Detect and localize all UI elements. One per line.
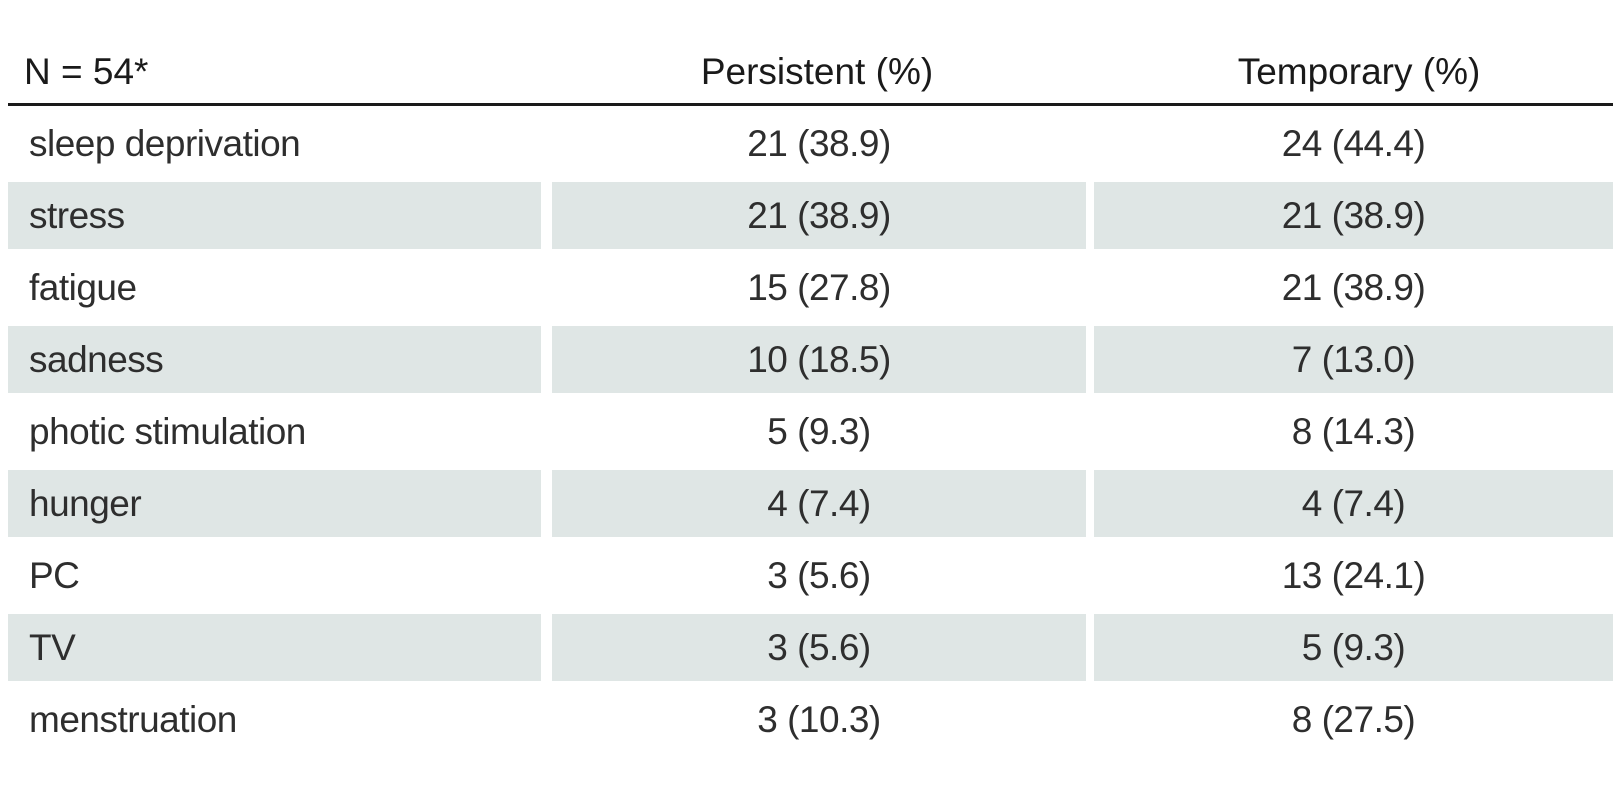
persistent-value: 21 (38.9) (552, 182, 1086, 249)
table-row: menstruation 3 (10.3) 8 (27.5) (8, 682, 1613, 754)
row-label: stress (8, 182, 541, 249)
row-label: sadness (8, 326, 541, 393)
persistent-value: 21 (38.9) (747, 123, 891, 164)
data-table: N = 54* Persistent (%) Temporary (%) sle… (8, 46, 1613, 754)
persistent-value: 3 (5.6) (767, 555, 871, 596)
table-row: TV 3 (5.6) 5 (9.3) (8, 610, 1613, 682)
header-persistent: Persistent (%) (700, 51, 934, 92)
row-label: PC (29, 555, 80, 596)
row-label: fatigue (29, 267, 137, 308)
temporary-value: 5 (9.3) (1094, 614, 1613, 681)
temporary-value: 7 (13.0) (1094, 326, 1613, 393)
temporary-value: 8 (27.5) (1291, 699, 1416, 740)
table-body: sleep deprivation 21 (38.9) 24 (44.4) st… (8, 106, 1613, 754)
persistent-value: 10 (18.5) (552, 326, 1086, 393)
table-row: fatigue 15 (27.8) 21 (38.9) (8, 250, 1613, 322)
persistent-value: 4 (7.4) (552, 470, 1086, 537)
row-label: hunger (8, 470, 541, 537)
temporary-value: 8 (14.3) (1291, 411, 1416, 452)
header-temporary: Temporary (%) (1237, 51, 1481, 92)
table-row: sleep deprivation 21 (38.9) 24 (44.4) (8, 106, 1613, 178)
table-row: PC 3 (5.6) 13 (24.1) (8, 538, 1613, 610)
persistent-value: 5 (9.3) (767, 411, 871, 452)
persistent-value: 15 (27.8) (747, 267, 891, 308)
table-header: N = 54* Persistent (%) Temporary (%) (8, 46, 1613, 106)
temporary-value: 21 (38.9) (1094, 182, 1613, 249)
persistent-value: 3 (5.6) (552, 614, 1086, 681)
table-row: hunger 4 (7.4) 4 (7.4) (8, 466, 1613, 538)
row-label: TV (8, 614, 541, 681)
row-label: photic stimulation (29, 411, 306, 452)
temporary-value: 24 (44.4) (1281, 123, 1426, 164)
persistent-value: 3 (10.3) (757, 699, 881, 740)
row-label: menstruation (29, 699, 237, 740)
table-row: stress 21 (38.9) 21 (38.9) (8, 178, 1613, 250)
table-row: sadness 10 (18.5) 7 (13.0) (8, 322, 1613, 394)
header-sample-size: N = 54* (24, 51, 149, 92)
temporary-value: 13 (24.1) (1281, 555, 1426, 596)
temporary-value: 4 (7.4) (1094, 470, 1613, 537)
row-label: sleep deprivation (29, 123, 301, 164)
temporary-value: 21 (38.9) (1281, 267, 1426, 308)
table-row: photic stimulation 5 (9.3) 8 (14.3) (8, 394, 1613, 466)
